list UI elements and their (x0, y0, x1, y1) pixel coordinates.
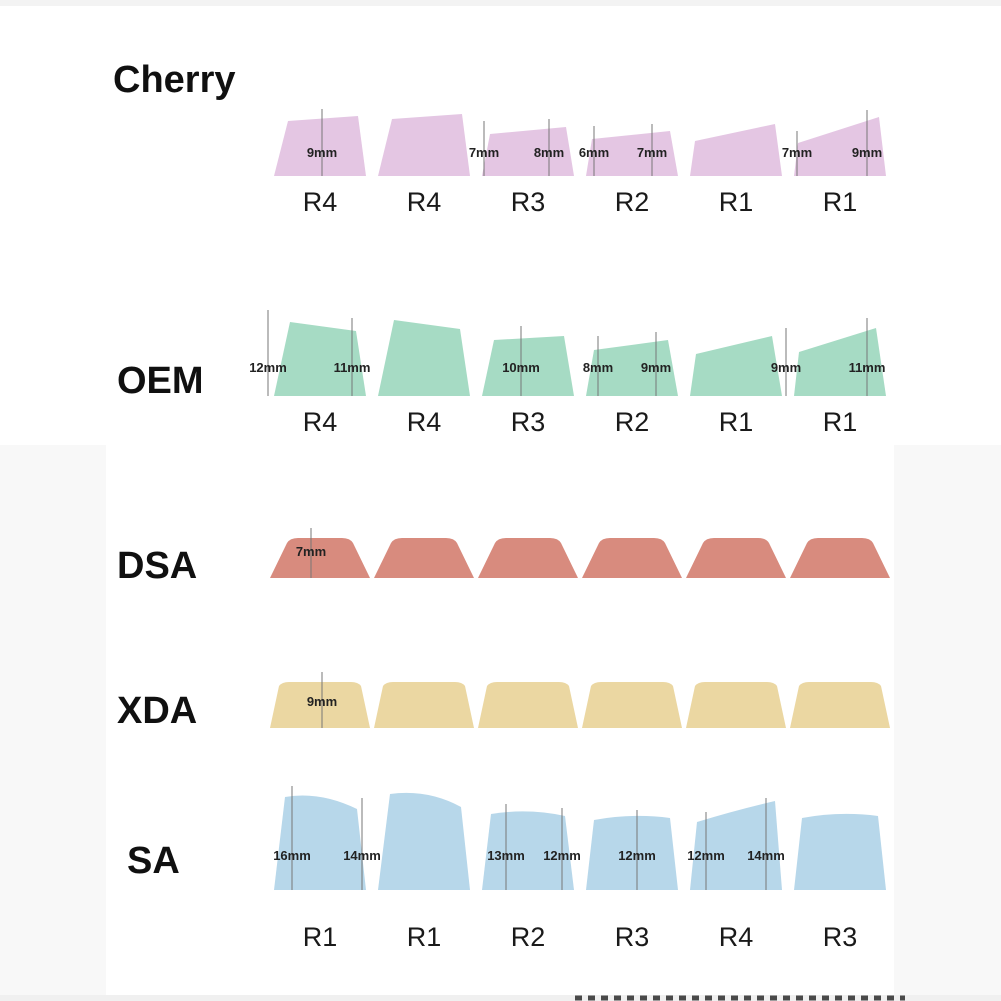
keycap-shape-dsa (582, 538, 682, 578)
row-label: R4 (407, 407, 442, 437)
keycap-shape-oem-r1 (690, 336, 782, 396)
profile-title-cherry: Cherry (113, 59, 236, 101)
profile-row-oem: OEM 12mm 11mm 10mm 8mm 9mm 9mm 11mm R4 R… (117, 310, 886, 437)
row-label: R4 (303, 187, 338, 217)
row-label: R1 (303, 922, 338, 952)
measurement-label: 14mm (343, 848, 381, 863)
keycap-shape-sa-r2 (482, 811, 574, 890)
keycap-shape-cherry-r4b (378, 114, 470, 176)
keycap-shape-sa-r4 (690, 801, 782, 890)
keycap-shape-sa-r3b (794, 813, 886, 890)
measurement-label: 16mm (273, 848, 311, 863)
keycap-shape-cherry-r1b (794, 117, 886, 176)
measurement-label: 8mm (534, 145, 564, 160)
measurement-label: 7mm (469, 145, 499, 160)
profile-row-xda: XDA 9mm (117, 672, 890, 732)
measurement-label: 9mm (641, 360, 671, 375)
right-margin-strip (894, 445, 1001, 1001)
keycap-shape-sa-r3 (586, 815, 678, 890)
row-label: R1 (719, 187, 754, 217)
measurement-label: 9mm (307, 145, 337, 160)
measurement-label: 12mm (249, 360, 287, 375)
keycap-shape-cherry-r4 (274, 116, 366, 176)
keycap-shape-sa-r1 (274, 795, 366, 890)
profile-title-sa: SA (127, 840, 180, 882)
keycap-shape-xda (374, 682, 474, 728)
measurement-label: 9mm (307, 694, 337, 709)
measurement-label: 7mm (782, 145, 812, 160)
keycap-shape-dsa (478, 538, 578, 578)
keycap-shape-oem-r3 (482, 336, 574, 396)
left-margin-strip (0, 445, 106, 1001)
measurement-label: 14mm (747, 848, 785, 863)
profile-title-oem: OEM (117, 360, 204, 402)
keycap-shape-oem-r4 (274, 322, 366, 396)
row-label: R4 (719, 922, 754, 952)
keycap-shape-cherry-r2 (586, 131, 678, 176)
top-margin-strip (0, 0, 1001, 6)
profile-row-sa: SA 16mm 14mm 13mm 12mm 12mm 12mm 14mm R1… (127, 786, 886, 952)
measurement-label: 11mm (849, 360, 886, 375)
row-label: R1 (719, 407, 754, 437)
measurement-label: 9mm (852, 145, 882, 160)
keycap-shape-dsa (374, 538, 474, 578)
measurement-label: 6mm (579, 145, 609, 160)
measurement-label: 9mm (771, 360, 801, 375)
keycap-shape-oem-r1b (794, 328, 886, 396)
row-label: R1 (823, 407, 858, 437)
row-label: R2 (615, 407, 650, 437)
measurement-label: 12mm (543, 848, 581, 863)
keycap-shape-sa-r1b (378, 792, 470, 890)
profile-title-xda: XDA (117, 690, 197, 732)
row-label: R3 (823, 922, 858, 952)
keycap-shape-xda (686, 682, 786, 728)
row-label: R1 (407, 922, 442, 952)
keycap-shape-xda (478, 682, 578, 728)
measurement-label: 12mm (618, 848, 656, 863)
measurement-label: 10mm (502, 360, 540, 375)
row-label: R2 (511, 922, 546, 952)
measurement-label: 8mm (583, 360, 613, 375)
bottom-margin-strip (0, 995, 1001, 1001)
keycap-shape-dsa (790, 538, 890, 578)
row-label: R3 (511, 407, 546, 437)
measurement-label: 7mm (296, 544, 326, 559)
keycap-shape-cherry-r1 (690, 124, 782, 176)
measurement-label: 12mm (687, 848, 725, 863)
row-label: R1 (823, 187, 858, 217)
profile-title-dsa: DSA (117, 545, 197, 587)
profile-row-dsa: DSA 7mm (117, 528, 890, 587)
row-label: R3 (511, 187, 546, 217)
keycap-shape-xda (582, 682, 682, 728)
measurement-label: 7mm (637, 145, 667, 160)
keycap-shape-cherry-r3 (482, 127, 574, 176)
keycap-shape-dsa (686, 538, 786, 578)
keycap-shape-oem-r4b (378, 320, 470, 396)
keycap-shape-xda (790, 682, 890, 728)
measurement-label: 13mm (487, 848, 525, 863)
measurement-label: 11mm (334, 360, 371, 375)
keycap-shape-oem-r2 (586, 340, 678, 396)
row-label: R3 (615, 922, 650, 952)
row-label: R2 (615, 187, 650, 217)
row-label: R4 (303, 407, 338, 437)
row-label: R4 (407, 187, 442, 217)
profile-row-cherry: Cherry 9mm 7mm 8mm 6mm 7mm 7mm 9mm R4 R4… (113, 59, 886, 217)
